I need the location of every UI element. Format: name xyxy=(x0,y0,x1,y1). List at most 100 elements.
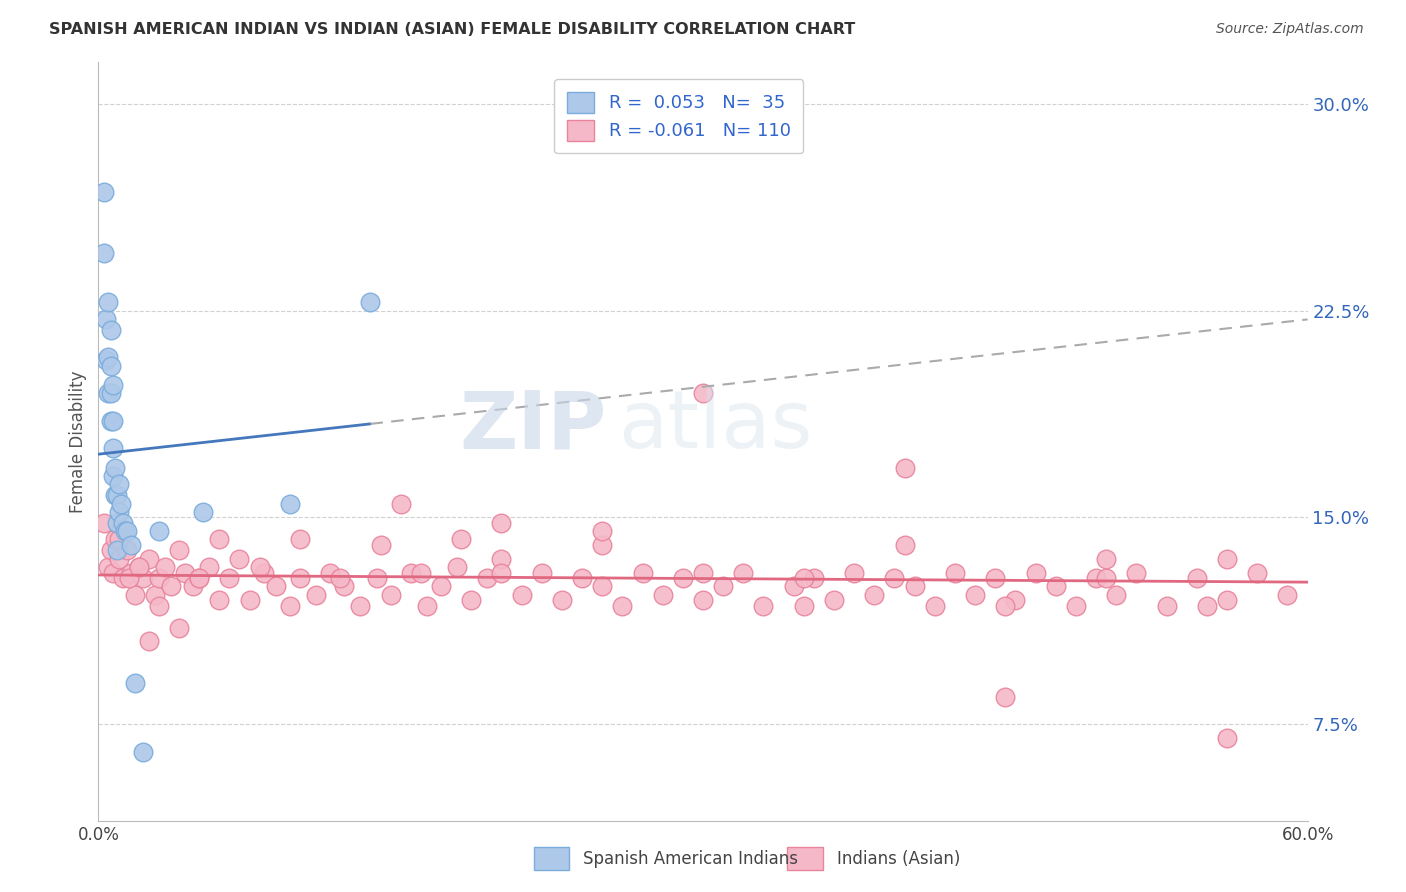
Point xyxy=(1246,566,1268,580)
Point xyxy=(132,571,155,585)
Text: Spanish American Indians: Spanish American Indians xyxy=(583,850,799,868)
Point xyxy=(124,675,146,690)
Point xyxy=(389,497,412,511)
Point xyxy=(1277,588,1299,602)
Point xyxy=(239,593,262,607)
Y-axis label: Female Disability: Female Disability xyxy=(69,370,87,513)
Point xyxy=(153,560,176,574)
Point xyxy=(103,460,125,475)
Point xyxy=(218,571,240,585)
Point xyxy=(994,599,1017,613)
Point xyxy=(551,593,574,607)
Point xyxy=(264,579,287,593)
Point xyxy=(188,571,211,585)
Point xyxy=(198,560,221,574)
Point xyxy=(1185,571,1208,585)
Point xyxy=(844,566,866,580)
Point xyxy=(107,533,129,547)
Point xyxy=(416,599,439,613)
Point xyxy=(96,353,118,368)
Point xyxy=(128,560,150,574)
Point xyxy=(249,560,271,574)
Point xyxy=(430,579,453,593)
Point xyxy=(288,571,311,585)
Point xyxy=(631,566,654,580)
Point xyxy=(100,323,122,337)
Point xyxy=(193,505,215,519)
Text: atlas: atlas xyxy=(619,387,813,466)
Point xyxy=(107,551,129,566)
Point xyxy=(100,386,122,401)
Text: Source: ZipAtlas.com: Source: ZipAtlas.com xyxy=(1216,22,1364,37)
Point xyxy=(733,566,755,580)
Point xyxy=(1095,551,1118,566)
Point xyxy=(591,538,613,552)
Point xyxy=(1064,599,1087,613)
Point xyxy=(460,593,482,607)
Point xyxy=(823,593,845,607)
Point xyxy=(305,588,328,602)
Point xyxy=(101,378,124,392)
Point xyxy=(965,588,987,602)
Point xyxy=(793,571,815,585)
Point xyxy=(148,524,170,538)
Point xyxy=(360,295,382,310)
Text: SPANISH AMERICAN INDIAN VS INDIAN (ASIAN) FEMALE DISABILITY CORRELATION CHART: SPANISH AMERICAN INDIAN VS INDIAN (ASIAN… xyxy=(49,22,855,37)
Point xyxy=(97,560,120,574)
Point xyxy=(101,442,124,456)
Point xyxy=(692,566,714,580)
Point xyxy=(93,185,115,199)
Point xyxy=(943,566,966,580)
Point xyxy=(491,566,513,580)
Point xyxy=(174,566,197,580)
Point xyxy=(450,533,472,547)
Point xyxy=(115,543,138,558)
Point xyxy=(167,621,190,635)
Point xyxy=(107,477,129,491)
Text: ZIP: ZIP xyxy=(458,387,606,466)
Point xyxy=(1125,566,1147,580)
Point xyxy=(1105,588,1128,602)
Point xyxy=(208,593,231,607)
Point xyxy=(510,588,533,602)
Point xyxy=(366,571,388,585)
Point xyxy=(711,579,734,593)
Point xyxy=(1216,593,1239,607)
Point xyxy=(491,516,513,530)
Point xyxy=(143,588,166,602)
Point xyxy=(380,588,402,602)
Point xyxy=(793,599,815,613)
Point xyxy=(863,588,886,602)
Point xyxy=(491,551,513,566)
Point xyxy=(101,469,124,483)
Point xyxy=(1195,599,1218,613)
Point xyxy=(893,460,915,475)
Point xyxy=(612,599,634,613)
Point xyxy=(120,538,142,552)
Text: Indians (Asian): Indians (Asian) xyxy=(837,850,960,868)
Point xyxy=(96,311,118,326)
Point xyxy=(148,599,170,613)
Point xyxy=(571,571,593,585)
Point xyxy=(124,588,146,602)
Point xyxy=(101,414,124,428)
Point xyxy=(752,599,775,613)
Point xyxy=(97,295,120,310)
Point xyxy=(253,566,276,580)
Point xyxy=(278,497,301,511)
Point xyxy=(93,245,115,260)
Point xyxy=(651,588,673,602)
Point xyxy=(138,551,160,566)
Point xyxy=(477,571,499,585)
Point xyxy=(97,386,120,401)
Point xyxy=(1045,579,1067,593)
Point xyxy=(208,533,231,547)
Point xyxy=(278,599,301,613)
Point xyxy=(132,745,155,759)
Point xyxy=(118,571,141,585)
Point xyxy=(103,533,125,547)
Point xyxy=(803,571,825,585)
Point xyxy=(1004,593,1026,607)
Point xyxy=(100,414,122,428)
Point xyxy=(349,599,371,613)
